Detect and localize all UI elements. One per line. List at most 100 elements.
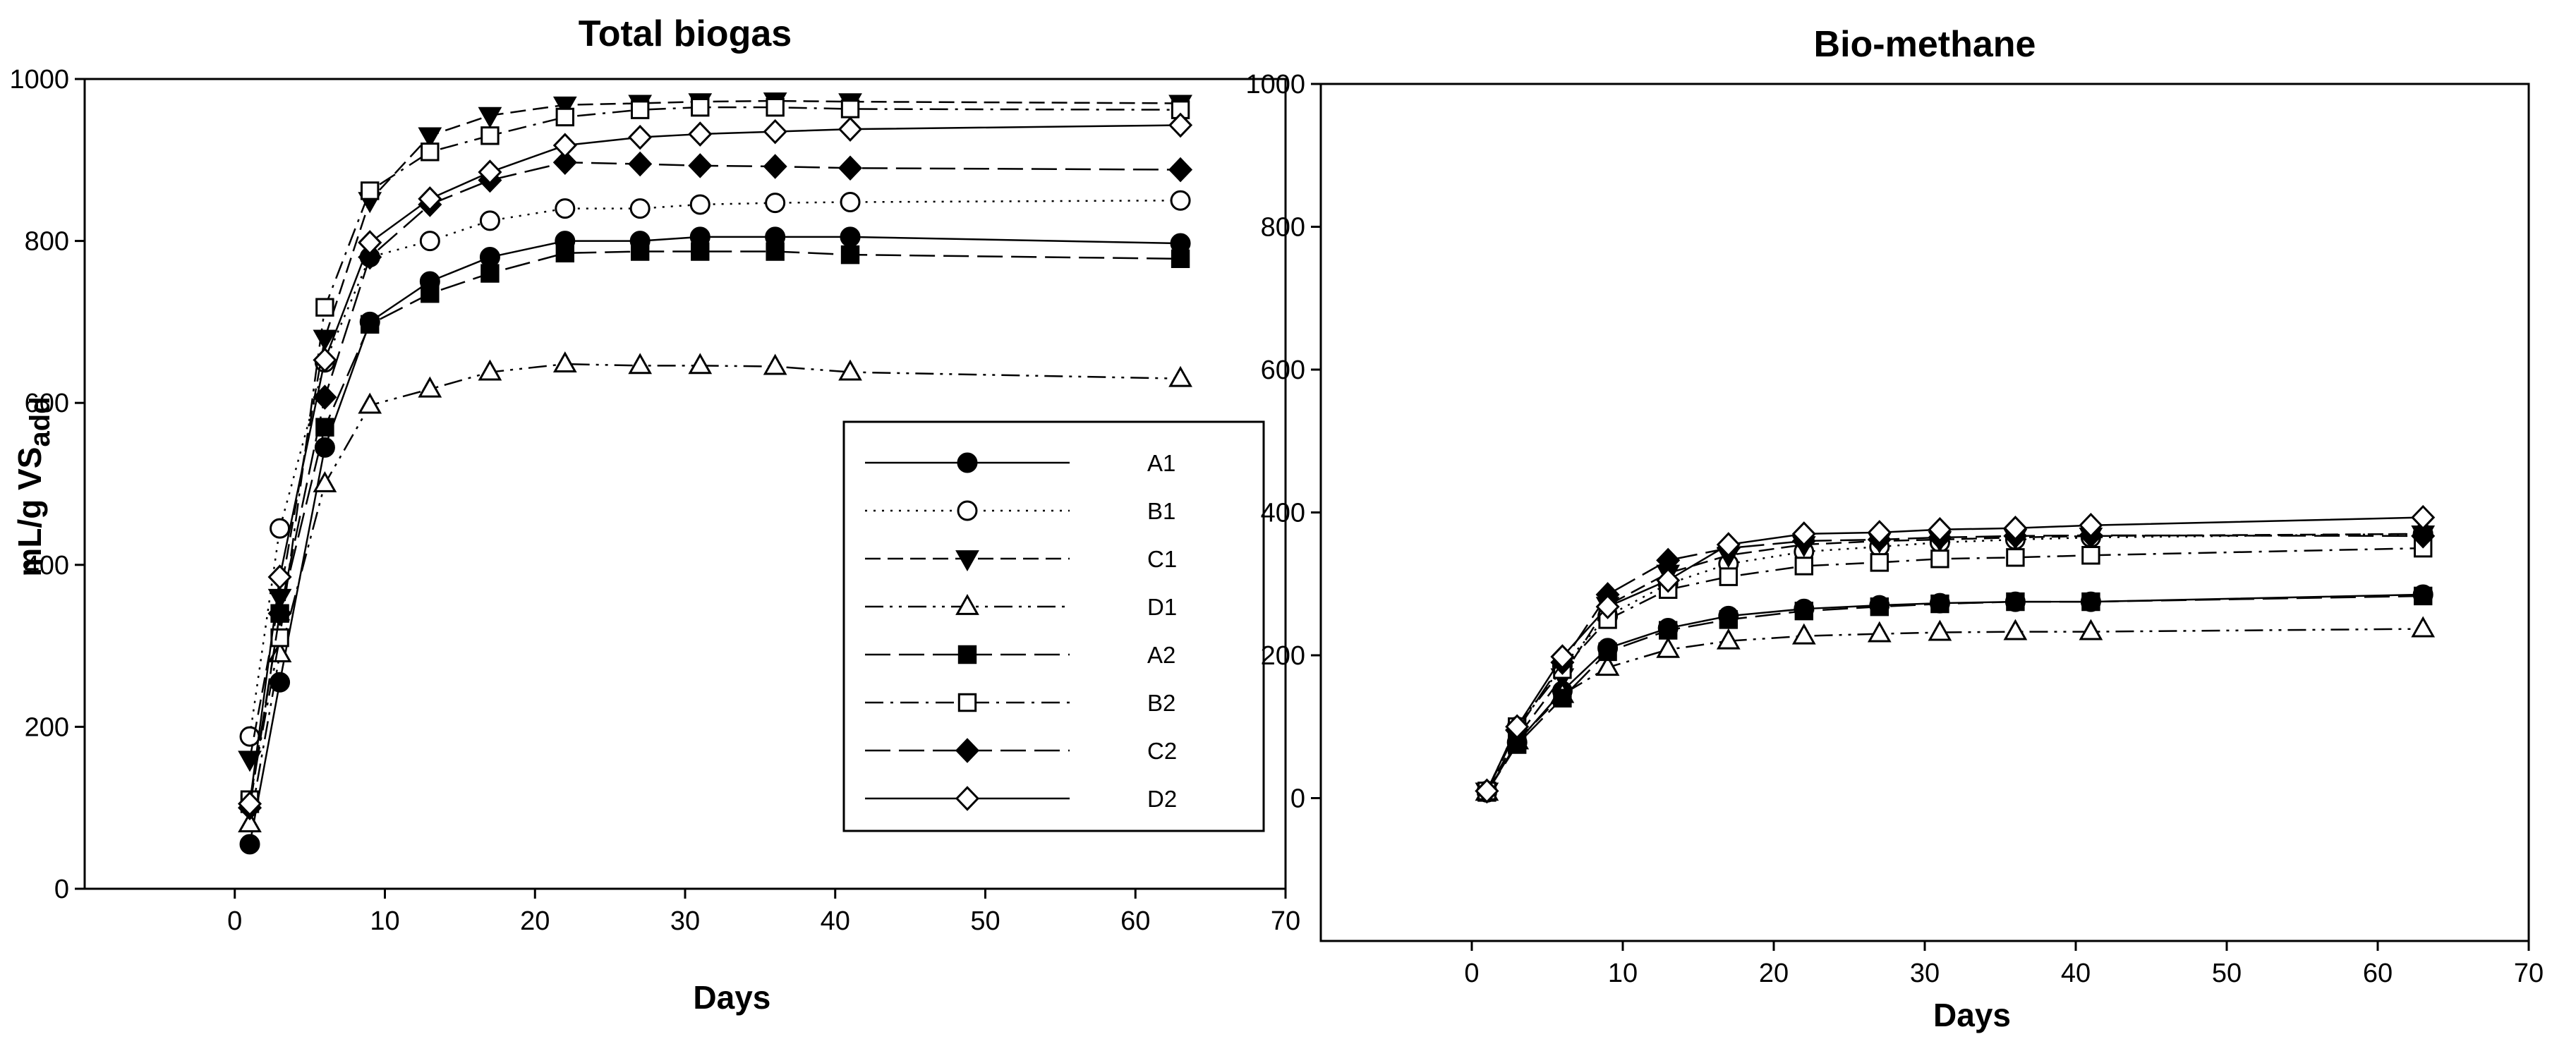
series-d2 bbox=[237, 112, 1193, 817]
series-b1 bbox=[1476, 523, 2433, 801]
series-line bbox=[1486, 595, 2424, 794]
y-tick-label: 1000 bbox=[1245, 70, 1305, 99]
legend-marker bbox=[957, 500, 978, 521]
data-point bbox=[480, 264, 500, 283]
x-tick-label: 60 bbox=[1120, 906, 1150, 936]
data-point bbox=[763, 353, 787, 375]
data-point bbox=[313, 470, 337, 492]
data-point bbox=[1791, 521, 1816, 547]
data-point bbox=[2079, 512, 2103, 538]
data-point bbox=[840, 191, 861, 212]
data-point bbox=[1928, 517, 1952, 542]
x-tick-label: 70 bbox=[1271, 906, 1300, 936]
data-point bbox=[1171, 249, 1190, 269]
data-point bbox=[1930, 549, 1949, 569]
data-point bbox=[1716, 628, 1741, 650]
legend-label: B2 bbox=[1147, 690, 1175, 716]
data-point bbox=[763, 154, 787, 179]
data-point bbox=[2003, 619, 2028, 640]
data-point bbox=[1553, 688, 1572, 707]
legend-marker bbox=[957, 645, 977, 664]
data-point bbox=[1659, 621, 1678, 640]
data-point bbox=[361, 315, 380, 334]
data-point bbox=[313, 347, 337, 373]
legend-box bbox=[842, 420, 1265, 832]
y-tick-label: 600 bbox=[1261, 356, 1305, 385]
legend-marker bbox=[957, 452, 978, 473]
data-point bbox=[688, 121, 713, 147]
legend-entry-c1: C1 bbox=[865, 546, 1177, 572]
data-point bbox=[2411, 616, 2436, 638]
y-tick-label: 0 bbox=[54, 875, 69, 904]
data-point bbox=[421, 284, 440, 303]
data-point bbox=[555, 243, 574, 263]
chart-bio-methane: Bio-methane 0 10 20 30 40 50 60 70 0 200 400 600 800 1… bbox=[1245, 24, 2544, 1033]
plot-frame bbox=[1319, 83, 2530, 942]
data-point bbox=[840, 226, 861, 248]
series-line bbox=[1486, 533, 2424, 791]
data-point bbox=[1716, 532, 1741, 557]
legend-label: A1 bbox=[1147, 450, 1175, 476]
series-line bbox=[248, 161, 1181, 808]
series-line bbox=[1486, 547, 2424, 791]
chart-title: Bio-methane bbox=[1814, 24, 2036, 65]
data-point bbox=[1595, 655, 1620, 676]
data-point bbox=[270, 672, 291, 693]
legend-entry-c2: C2 bbox=[865, 738, 1177, 764]
x-tick-label: 50 bbox=[970, 906, 1000, 936]
data-point bbox=[1930, 594, 1949, 614]
data-point bbox=[688, 353, 713, 375]
y-axis-label-main: mL/g VS bbox=[11, 447, 48, 577]
data-point bbox=[418, 376, 442, 398]
y-tick-label: 1000 bbox=[9, 65, 69, 95]
y-tick-label: 200 bbox=[1261, 641, 1305, 671]
data-point bbox=[1550, 644, 1575, 669]
x-tick-label: 40 bbox=[821, 906, 850, 936]
legend-label: D1 bbox=[1147, 594, 1177, 620]
data-point bbox=[691, 242, 710, 261]
series-d1 bbox=[238, 351, 1192, 833]
data-point bbox=[478, 159, 502, 185]
legend-label: C2 bbox=[1147, 738, 1177, 764]
data-point bbox=[419, 231, 440, 252]
data-point bbox=[552, 96, 577, 118]
data-point bbox=[2003, 516, 2028, 541]
data-point bbox=[315, 298, 334, 317]
y-tick-label: 400 bbox=[1261, 499, 1305, 528]
data-point bbox=[418, 127, 442, 149]
data-point bbox=[2081, 546, 2100, 565]
data-point bbox=[2411, 504, 2436, 530]
data-point bbox=[2411, 523, 2436, 549]
data-point bbox=[840, 245, 860, 265]
data-point bbox=[270, 628, 289, 648]
data-point bbox=[555, 198, 576, 219]
data-point bbox=[267, 600, 292, 626]
data-point bbox=[629, 198, 651, 219]
data-point bbox=[689, 194, 710, 215]
series-line bbox=[1486, 593, 2424, 794]
data-point bbox=[1794, 602, 1813, 621]
data-point bbox=[691, 97, 710, 117]
series-d2 bbox=[1475, 504, 2436, 804]
legend-marker bbox=[955, 738, 980, 763]
data-point bbox=[2414, 586, 2433, 606]
x-tick-label: 70 bbox=[2514, 959, 2544, 988]
data-point bbox=[840, 99, 860, 119]
series-line bbox=[248, 199, 1181, 737]
series-b2 bbox=[1477, 538, 2433, 801]
data-point bbox=[479, 247, 500, 268]
x-tick-label: 50 bbox=[2212, 959, 2242, 988]
data-point bbox=[237, 791, 262, 817]
data-point bbox=[1867, 621, 1892, 643]
data-point bbox=[1598, 642, 1617, 662]
data-point bbox=[837, 155, 863, 181]
data-point bbox=[267, 641, 292, 662]
data-point bbox=[239, 726, 260, 747]
y-axis-label-subscript: add bbox=[25, 396, 56, 446]
data-point bbox=[552, 150, 577, 176]
legend-marker bbox=[957, 693, 977, 712]
x-tick-label: 40 bbox=[2061, 959, 2091, 988]
x-tick-label: 60 bbox=[2363, 959, 2393, 988]
data-point bbox=[239, 834, 260, 855]
legend-entry-a2: A2 bbox=[865, 642, 1175, 668]
